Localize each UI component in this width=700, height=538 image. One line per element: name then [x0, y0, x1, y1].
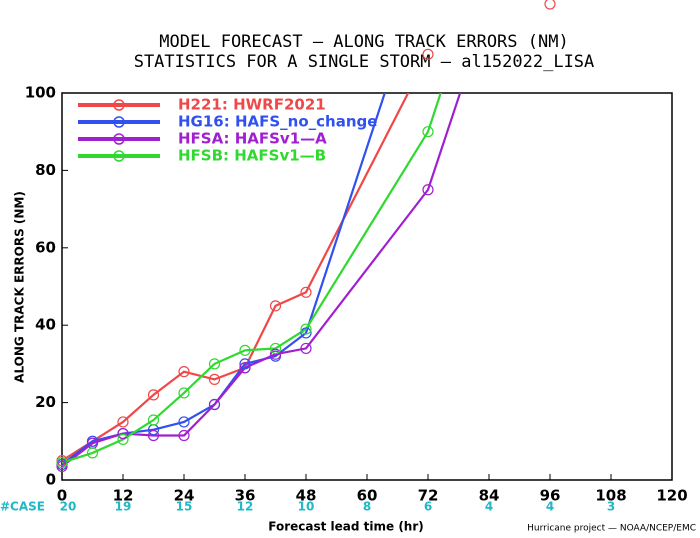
x-tick-label: 96: [540, 487, 561, 505]
series-line: [62, 93, 410, 462]
legend-label: HG16: HAFS_no_change: [178, 113, 377, 131]
y-tick-label: 0: [46, 471, 56, 489]
x-tick-label: 84: [479, 487, 500, 505]
y-tick-label: 100: [25, 84, 56, 102]
x-tick-label: 60: [357, 487, 378, 505]
x-tick-label: 0: [57, 487, 67, 505]
data-point: [422, 48, 434, 60]
data-point: [178, 416, 190, 428]
data-point: [269, 300, 282, 312]
data-point: [544, 0, 556, 10]
data-point: [147, 429, 160, 442]
data-point: [208, 373, 221, 385]
data-point: [300, 323, 312, 335]
x-tick-label: 48: [296, 487, 317, 505]
legend-label: HFSA: HAFSv1—A: [178, 130, 327, 148]
case-count: 4: [485, 500, 493, 514]
x-tick-label: 36: [235, 487, 256, 505]
x-tick-label: 24: [174, 487, 195, 505]
data-point: [178, 387, 190, 399]
data-point: [300, 342, 312, 355]
data-point: [147, 414, 160, 426]
y-axis-label: ALONG TRACK ERRORS (NM): [13, 191, 27, 383]
case-count: 4: [546, 500, 554, 514]
case-count: 8: [363, 500, 371, 514]
legend-marker: [113, 99, 125, 111]
data-point: [56, 456, 68, 469]
data-point: [56, 460, 68, 473]
data-point: [86, 447, 99, 459]
case-count: 10: [298, 500, 315, 514]
data-point: [117, 416, 129, 428]
y-tick-label: 40: [35, 316, 56, 334]
case-label: #CASE: [0, 500, 45, 514]
data-point: [422, 184, 434, 196]
y-tick-label: 20: [35, 393, 56, 411]
data-point: [208, 398, 221, 411]
y-tick-label: 80: [35, 161, 56, 179]
y-tick-label: 60: [35, 238, 56, 256]
data-point: [117, 433, 129, 445]
series-line: [62, 93, 442, 464]
case-count: 19: [115, 500, 132, 514]
x-axis-label: Forecast lead time (hr): [268, 520, 424, 534]
chart-title: MODEL FORECAST — ALONG TRACK ERRORS (NM): [159, 32, 568, 52]
data-point: [208, 358, 221, 370]
case-count: 12: [237, 500, 254, 514]
series-line: [62, 93, 462, 468]
x-tick-label: 120: [656, 487, 687, 505]
data-point: [117, 427, 129, 440]
data-point: [422, 126, 434, 138]
data-point: [239, 362, 251, 374]
case-count: 20: [60, 500, 77, 514]
data-point: [300, 286, 312, 298]
case-count: 3: [607, 500, 615, 514]
data-point: [147, 389, 160, 401]
plot-area: [62, 93, 462, 468]
chart-subtitle: STATISTICS FOR A SINGLE STORM — al152022…: [134, 52, 595, 72]
x-tick-label: 12: [113, 487, 134, 505]
legend-label: H221: HWRF2021: [178, 96, 326, 114]
legend-marker: [113, 116, 125, 128]
data-point: [239, 344, 251, 356]
x-tick-label: 72: [418, 487, 439, 505]
case-count: 15: [176, 500, 193, 514]
plot-frame: [61, 92, 673, 481]
case-count: 6: [424, 500, 432, 514]
legend-marker: [113, 133, 125, 145]
data-point: [269, 348, 282, 360]
data-point: [178, 429, 190, 442]
footnote: Hurricane project — NOAA/NCEP/EMC: [527, 524, 696, 534]
x-tick-label: 108: [595, 487, 626, 505]
data-point: [178, 366, 190, 378]
data-point: [300, 327, 312, 339]
legend-marker: [113, 150, 125, 162]
data-point: [269, 342, 282, 355]
legend-label: HFSB: HAFSv1—B: [178, 147, 326, 165]
data-point: [239, 358, 251, 370]
